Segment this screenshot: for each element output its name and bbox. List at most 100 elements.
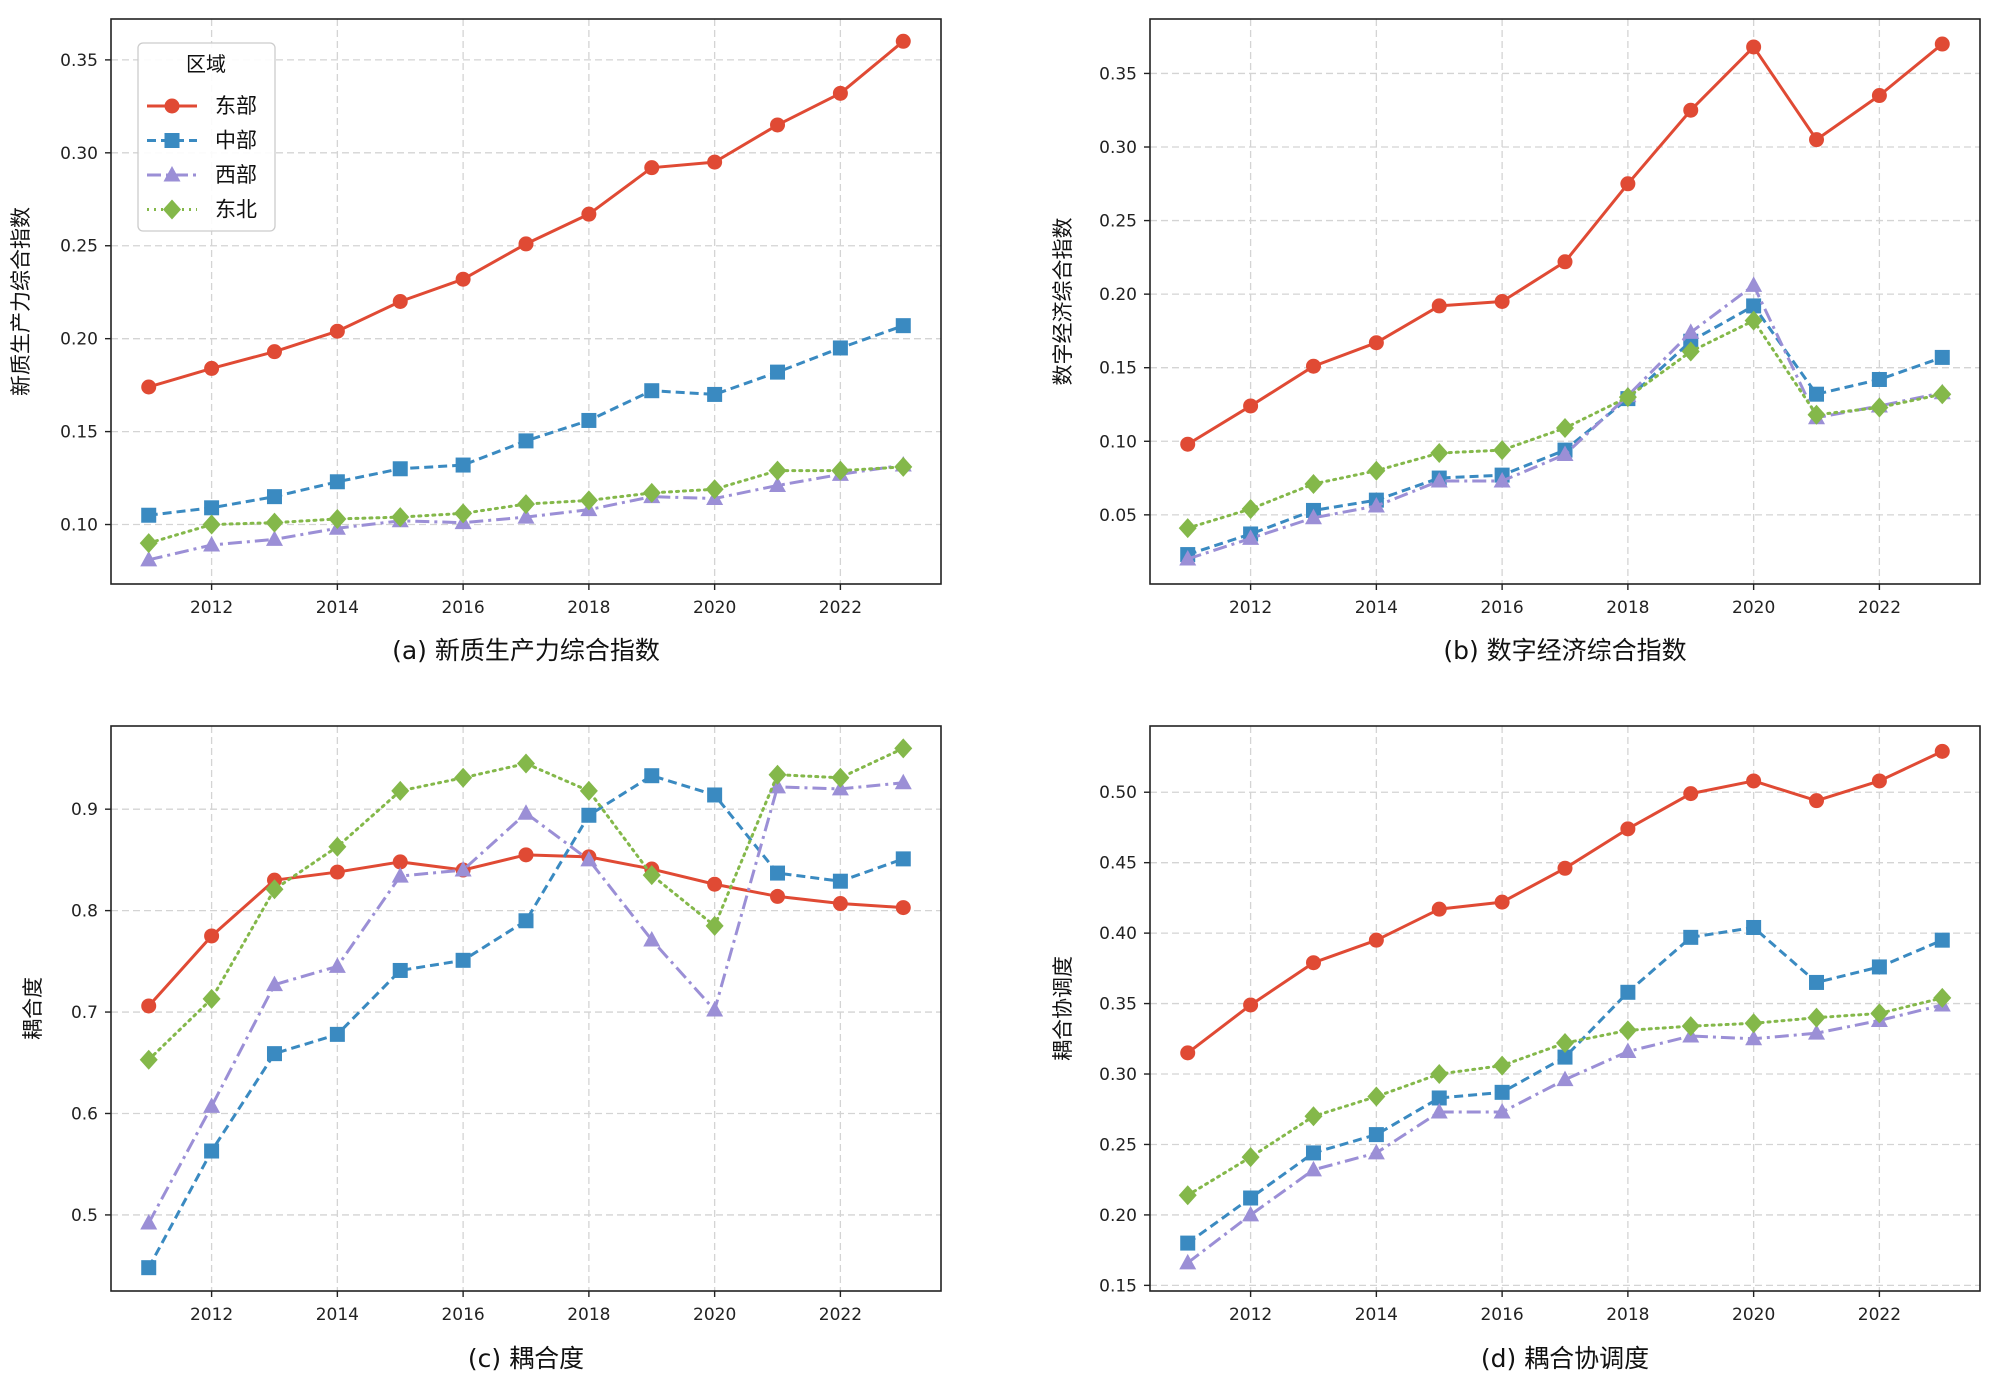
data-point	[580, 850, 598, 867]
data-point	[329, 864, 345, 880]
chart-panel-b: 2012 2014 2016 2018 2020 2022 0.05 0.10 0.15 0.20…	[1051, 18, 1981, 665]
data-point	[392, 294, 408, 309]
x-tick-label: 2016	[441, 598, 484, 618]
y-tick-label: 0.05	[1099, 506, 1137, 526]
y-tick-label: 0.5	[71, 1206, 98, 1226]
data-point	[1620, 176, 1636, 192]
data-point	[1809, 132, 1825, 148]
x-tick-label: 2022	[1858, 1305, 1901, 1325]
data-point	[1809, 386, 1825, 402]
data-point	[141, 379, 157, 395]
series-square	[1180, 919, 1950, 1251]
chart-panel-d: 2012 2014 2016 2018 2020 2022 0.15 0.20 0.25 0.30…	[1051, 725, 1981, 1373]
data-point	[266, 489, 282, 505]
data-point	[139, 533, 158, 554]
data-point	[266, 344, 282, 360]
data-point	[517, 494, 535, 515]
data-point	[1430, 1064, 1449, 1085]
data-point	[1746, 298, 1762, 314]
y-tick-label: 0.15	[60, 423, 98, 443]
data-point	[1556, 418, 1574, 439]
axes-frame	[1149, 725, 1981, 1292]
panel-caption: (c) 耦合度	[468, 1344, 584, 1373]
data-point	[1681, 341, 1700, 362]
data-point	[517, 804, 535, 820]
data-point	[265, 975, 283, 992]
y-tick-label: 0.35	[60, 51, 98, 71]
y-axis-label: 耦合协调度	[1051, 956, 1075, 1061]
data-point	[1241, 498, 1260, 519]
legend-label: 东部	[215, 94, 257, 118]
data-point	[1304, 508, 1322, 525]
data-point	[1493, 472, 1511, 488]
x-tick-label: 2022	[1858, 598, 1901, 618]
data-point	[1933, 987, 1952, 1008]
y-axis-label: 耦合度	[21, 977, 45, 1040]
data-point	[1430, 443, 1449, 464]
data-point	[769, 476, 787, 492]
data-point	[705, 479, 724, 500]
legend-item: 东北	[147, 198, 257, 222]
data-point	[204, 1143, 220, 1159]
data-point	[1871, 371, 1887, 387]
data-point	[1367, 460, 1386, 481]
data-point	[1620, 984, 1636, 1000]
data-point	[1618, 1020, 1637, 1041]
x-tick-label: 2018	[567, 598, 610, 618]
data-point	[391, 507, 410, 528]
series-diamond	[139, 456, 913, 554]
y-tick-label: 0.25	[1099, 1135, 1137, 1155]
data-point	[329, 323, 345, 339]
data-point	[1368, 932, 1384, 948]
data-point	[141, 507, 157, 523]
data-point	[895, 900, 911, 916]
legend-label: 东北	[215, 198, 257, 222]
data-point	[895, 318, 911, 334]
data-point	[1870, 397, 1889, 418]
data-point	[1870, 1003, 1889, 1024]
y-tick-label: 0.10	[60, 516, 98, 536]
data-point	[1243, 997, 1259, 1013]
data-point	[1179, 549, 1197, 566]
data-point	[454, 767, 473, 788]
data-point	[203, 535, 221, 552]
data-point	[1556, 445, 1574, 462]
legend-title: 区域	[186, 52, 226, 76]
legend-marker-circle	[164, 98, 180, 114]
data-point	[391, 780, 410, 801]
x-tick-label: 2018	[1606, 1305, 1649, 1325]
x-tick-label: 2022	[819, 598, 862, 618]
data-point	[1557, 1049, 1573, 1065]
data-point	[1368, 1127, 1384, 1143]
data-point	[1431, 1090, 1447, 1106]
data-point	[517, 753, 535, 774]
data-point	[1304, 1106, 1323, 1127]
data-point	[1367, 1086, 1386, 1107]
x-tick-label: 2020	[1732, 1305, 1775, 1325]
data-point	[392, 854, 408, 870]
series-circle	[141, 33, 911, 395]
data-point	[266, 1046, 282, 1062]
data-point	[392, 461, 408, 477]
x-tick-label: 2016	[1480, 598, 1523, 618]
data-point	[643, 931, 661, 947]
data-point	[1180, 1045, 1196, 1061]
data-point	[1305, 955, 1321, 971]
data-point	[265, 879, 284, 900]
x-tick-label: 2020	[693, 598, 736, 618]
data-point	[392, 962, 408, 978]
data-point	[454, 503, 473, 524]
data-point	[204, 360, 220, 376]
data-point	[1683, 102, 1699, 118]
y-tick-label: 0.7	[71, 1003, 98, 1023]
data-point	[831, 460, 850, 481]
data-point	[1809, 974, 1825, 990]
y-axis-label: 数字经济综合指数	[1051, 218, 1075, 386]
data-point	[581, 206, 597, 222]
data-point	[1683, 786, 1699, 802]
data-point	[832, 873, 848, 889]
data-point	[1430, 1103, 1448, 1119]
data-point	[140, 550, 158, 567]
data-point	[518, 847, 534, 863]
